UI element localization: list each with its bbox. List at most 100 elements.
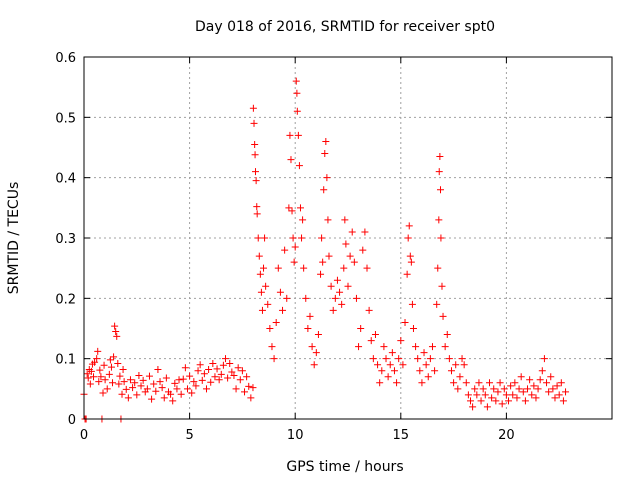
data-point [109,379,117,387]
data-point [287,156,295,164]
data-point [388,349,396,357]
data-point [272,318,280,326]
data-point [336,288,344,296]
data-point [286,131,294,139]
data-point [196,361,204,369]
data-point [230,372,238,380]
data-point [276,288,284,296]
data-point [97,373,105,381]
data-point [532,394,540,402]
data-point [150,380,158,388]
data-point [483,403,491,411]
data-point [200,370,208,378]
data-point [139,376,147,384]
data-point [289,234,297,242]
data-point [213,365,221,373]
data-point [464,391,472,399]
data-point [122,385,130,393]
data-point [279,306,287,314]
data-point [500,385,508,393]
y-tick-label: 0.2 [55,292,76,307]
data-point [374,361,382,369]
data-point [521,397,529,405]
data-point [224,374,232,382]
data-point [101,376,109,384]
data-point [422,361,430,369]
data-point [103,385,111,393]
data-point [169,397,177,405]
data-point [304,325,312,332]
data-point [205,366,213,374]
data-point [266,325,274,332]
data-point [496,379,504,387]
data-point [344,282,352,290]
grid-lines [84,57,612,419]
data-point [251,168,259,176]
y-tick-label: 0.5 [55,111,76,126]
data-point [327,282,335,290]
data-point [131,379,139,387]
data-point [99,389,107,397]
data-point [536,376,544,384]
data-point [553,382,561,390]
data-point [355,343,363,351]
data-point [241,388,249,396]
x-tick-label: 5 [185,428,193,443]
data-point [445,355,453,363]
data-point [135,372,143,380]
data-point [314,331,322,339]
data-point [407,258,415,266]
data-point [86,380,94,388]
data-point [250,119,258,127]
data-point [290,258,298,266]
data-point [524,385,532,393]
data-point [433,300,441,308]
data-point [462,379,470,387]
data-point [511,379,519,387]
data-point [232,385,240,393]
data-point [300,264,308,272]
data-point [110,353,118,361]
data-point [188,389,196,397]
data-point [261,234,269,242]
data-point [420,349,428,357]
data-point [158,384,166,392]
data-point [118,390,126,398]
data-point [294,131,302,139]
data-point [291,243,299,251]
data-point [490,385,498,393]
data-point [333,276,341,284]
data-point [143,385,151,393]
data-point [363,264,371,272]
data-point [84,374,92,382]
data-point [452,361,460,369]
data-point [406,252,414,260]
data-point [409,325,417,332]
data-point [292,77,300,85]
data-point [488,394,496,402]
data-point [194,367,202,375]
data-point [359,246,367,254]
data-point [321,150,329,158]
data-point [245,382,253,390]
data-point [137,382,145,390]
data-point [152,387,160,395]
x-tick-label: 0 [80,428,88,443]
data-point [318,234,326,242]
data-point [90,373,98,381]
data-points [80,77,570,423]
data-point [322,137,330,145]
data-point [386,361,394,369]
data-point [198,376,206,384]
data-point [262,282,270,290]
data-point [331,294,339,302]
data-point [458,355,466,363]
data-point [312,349,320,357]
data-point [249,384,257,392]
data-point [115,380,123,388]
y-tick-label: 0 [68,413,76,428]
data-point [340,264,348,272]
data-point [338,300,346,308]
data-point [283,294,291,302]
data-point [414,355,422,363]
